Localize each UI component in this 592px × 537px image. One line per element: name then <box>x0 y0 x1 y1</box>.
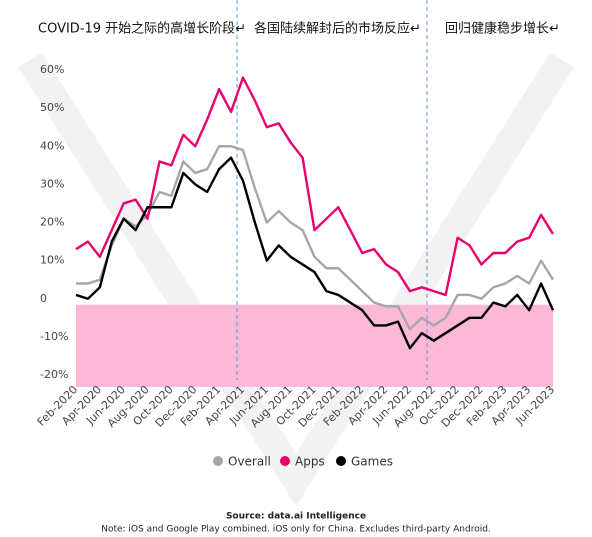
legend-marker <box>280 456 290 466</box>
y-tick-label: -20% <box>40 368 68 381</box>
phase-title: 各国陆续解封后的市场反应↵ <box>254 21 421 37</box>
phase-title: 回归健康稳步增长↵ <box>445 21 560 37</box>
legend-marker <box>213 456 223 466</box>
phase-title: COVID-19 开始之际的高增长阶段↵ <box>38 21 246 37</box>
legend-label: Apps <box>295 455 325 469</box>
watermark-shape <box>18 52 574 507</box>
y-tick-label: 20% <box>40 216 64 229</box>
y-tick-label: 0 <box>40 292 47 305</box>
y-tick-label: -10% <box>40 330 68 343</box>
y-tick-label: 40% <box>40 139 64 152</box>
legend-label: Overall <box>228 455 271 469</box>
line <box>75 76 555 297</box>
y-tick-label: 60% <box>40 63 64 76</box>
legend-label: Games <box>351 455 393 469</box>
y-tick-label: 30% <box>40 177 64 190</box>
watermark <box>18 52 574 507</box>
legend-marker <box>336 456 346 466</box>
y-tick-label: 50% <box>40 101 64 114</box>
source: Source: data.ai Intelligence <box>226 512 366 522</box>
line <box>76 145 555 331</box>
y-tick-label: 10% <box>40 254 64 267</box>
line <box>75 156 555 350</box>
note: Note: iOS and Google Play combined. iOS … <box>101 525 491 535</box>
